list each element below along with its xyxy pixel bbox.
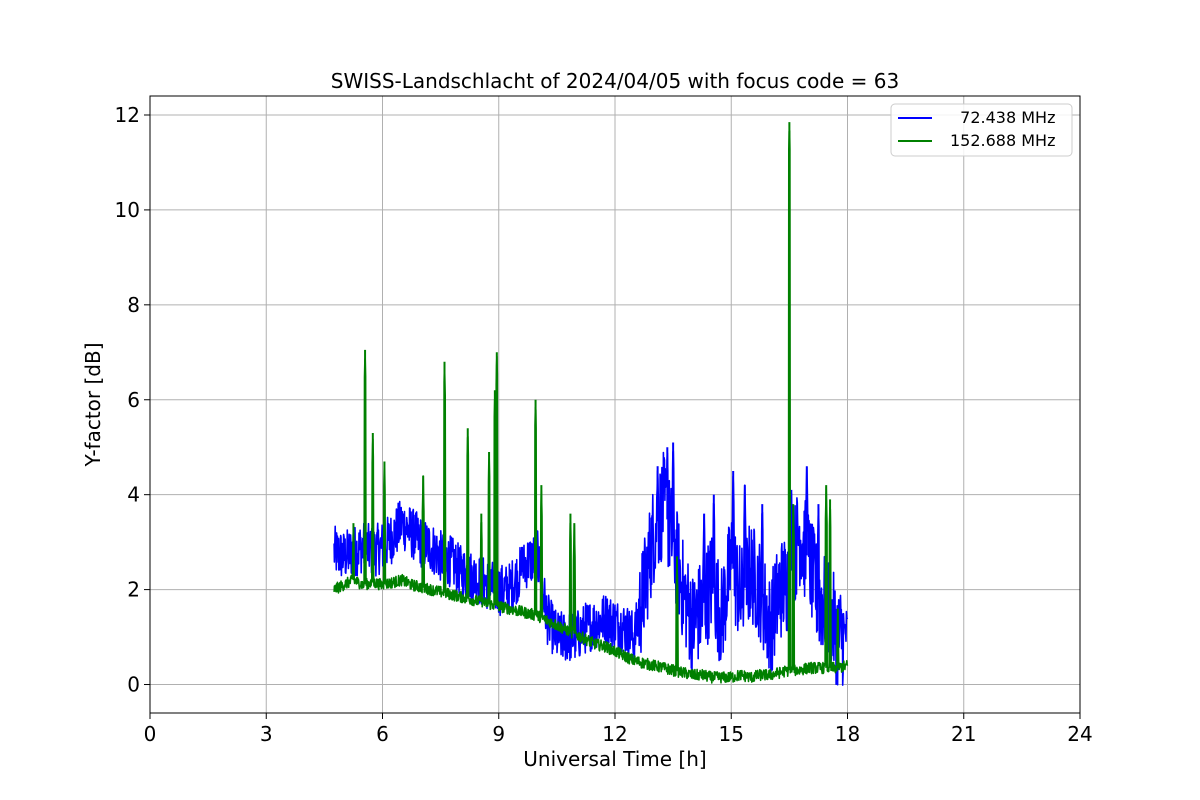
x-tick-label: 15 <box>719 722 744 746</box>
series-72mhz <box>333 442 849 686</box>
series-152mhz-line <box>333 130 849 684</box>
x-tick-label: 12 <box>602 722 627 746</box>
y-tick-label: 8 <box>127 293 140 317</box>
x-tick-label: 21 <box>951 722 976 746</box>
y-tick-label: 2 <box>127 578 140 602</box>
series-layer <box>333 122 849 686</box>
legend: 72.438 MHz 152.688 MHz <box>890 103 1073 157</box>
y-tick-label: 10 <box>115 198 140 222</box>
y-tick-label: 4 <box>127 483 140 507</box>
x-tick-label: 9 <box>492 722 505 746</box>
chart-title: SWISS-Landschlacht of 2024/04/05 with fo… <box>331 69 899 93</box>
legend-label-72mhz: 72.438 MHz <box>950 108 1055 127</box>
legend-box <box>890 103 1073 157</box>
x-tick-label: 3 <box>260 722 273 746</box>
y-tick-label: 6 <box>127 388 140 412</box>
y-axis-label: Y-factor [dB] <box>81 342 105 467</box>
x-tick-label: 6 <box>376 722 389 746</box>
x-axis-label: Universal Time [h] <box>523 747 706 771</box>
series-152mhz <box>333 122 849 684</box>
legend-label-152mhz: 152.688 MHz <box>950 131 1055 150</box>
x-tick-label: 18 <box>835 722 860 746</box>
y-tick-label: 12 <box>115 103 140 127</box>
x-tick-label: 24 <box>1067 722 1092 746</box>
x-tick-label: 0 <box>144 722 157 746</box>
y-tick-label: 0 <box>127 673 140 697</box>
